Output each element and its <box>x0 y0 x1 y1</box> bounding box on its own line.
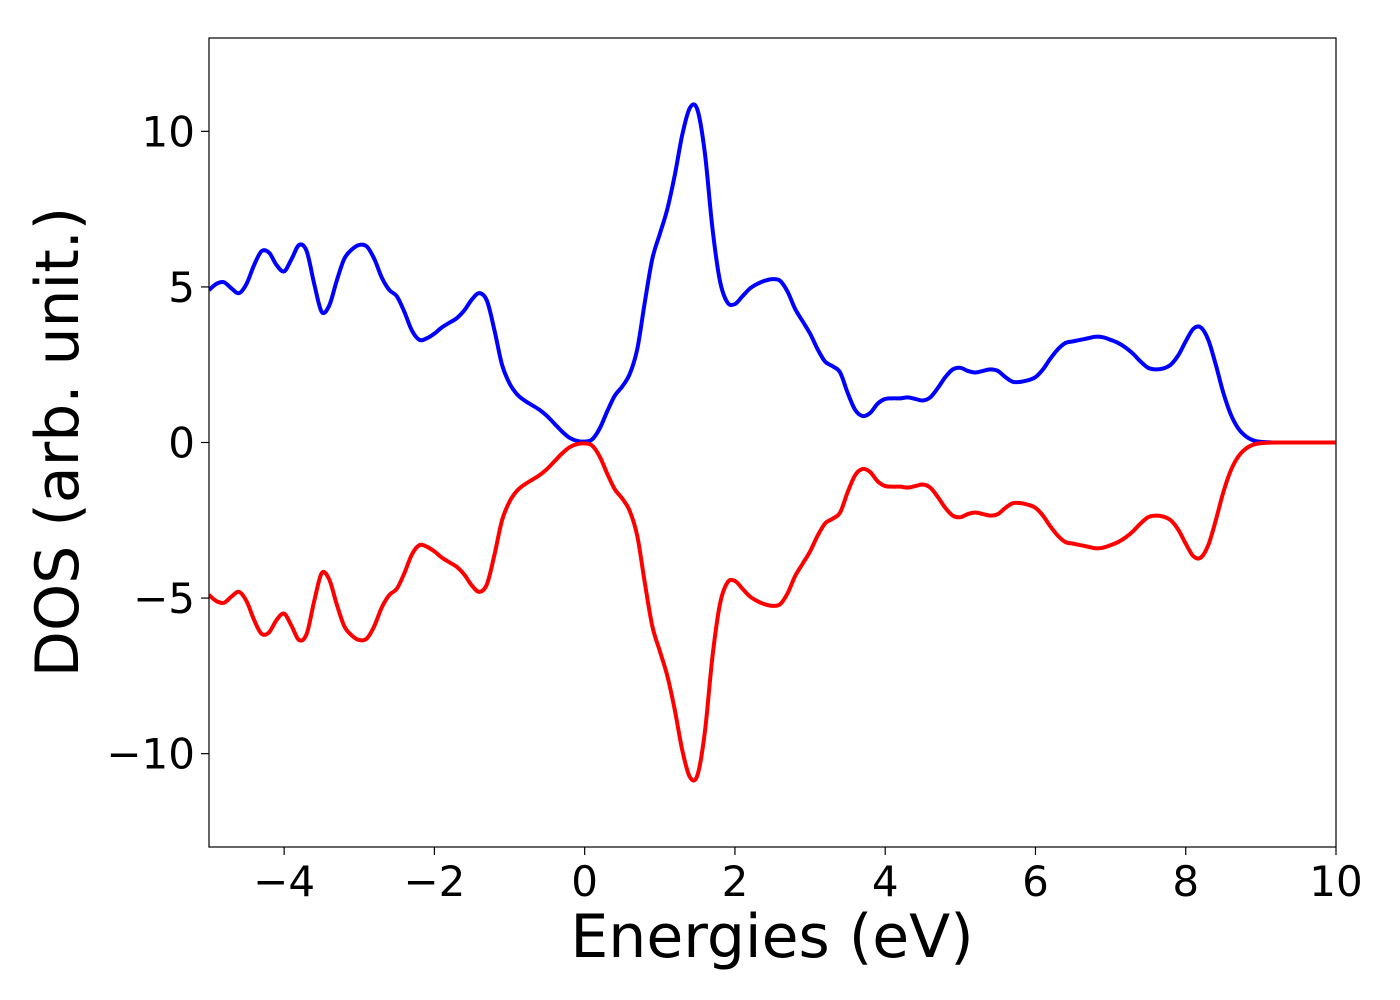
x-tick-label: 0 <box>571 857 598 906</box>
x-axis-ticks: −4 −2 0 2 4 6 8 10 <box>253 847 1363 906</box>
x-tick-label: 10 <box>1309 857 1362 906</box>
y-axis-label: DOS (arb. unit.) <box>23 207 93 677</box>
x-tick-label: −4 <box>253 857 315 906</box>
x-tick-label: 4 <box>872 857 899 906</box>
y-tick-label: 10 <box>142 107 195 156</box>
series-line-spin-down <box>209 440 1336 783</box>
x-tick-label: 2 <box>722 857 749 906</box>
series-line-spin-up <box>209 102 1336 445</box>
y-tick-label: 0 <box>168 419 195 468</box>
y-axis-ticks: −10 −5 0 5 10 <box>106 107 209 779</box>
x-tick-label: −2 <box>403 857 465 906</box>
x-tick-label: 8 <box>1172 857 1199 906</box>
y-tick-label: −5 <box>133 574 195 623</box>
plot-area <box>209 102 1336 783</box>
y-tick-label: −10 <box>106 730 195 779</box>
x-tick-label: 6 <box>1022 857 1049 906</box>
y-tick-label: 5 <box>168 263 195 312</box>
x-axis-label: Energies (eV) <box>570 902 973 972</box>
